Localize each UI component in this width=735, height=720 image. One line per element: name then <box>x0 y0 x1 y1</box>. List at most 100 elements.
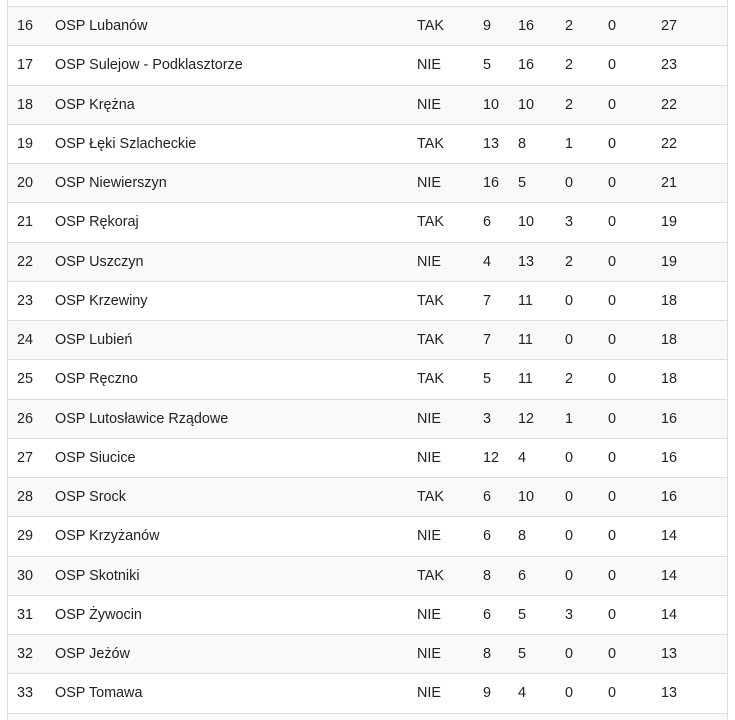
flag-cell: NIE <box>417 253 441 270</box>
value-cell: 11 <box>518 332 533 349</box>
name-cell: OSP Ręczno <box>55 371 138 388</box>
value-cell: 0 <box>608 135 617 152</box>
rank-cell: 30 <box>17 567 34 584</box>
flag-cell: NIE <box>417 57 441 74</box>
value-cell: 4 <box>518 449 527 466</box>
value-cell: 10 <box>518 214 535 231</box>
name-cell: OSP Krzewiny <box>55 292 148 309</box>
value-cell: 6 <box>483 214 492 231</box>
flag-cell: TAK <box>417 292 444 309</box>
value-cell: 6 <box>483 489 492 506</box>
value-cell: 0 <box>565 292 574 309</box>
table-row: 32 OSP Jeżów NIE 8 5 0 0 13 <box>8 634 727 674</box>
rank-cell: 23 <box>17 292 34 309</box>
value-cell: 13 <box>483 135 500 152</box>
name-cell: OSP Żywocin <box>55 606 142 623</box>
rank-cell: 22 <box>17 253 34 270</box>
value-cell: 16 <box>483 175 500 192</box>
value-cell: 2 <box>565 18 574 35</box>
name-cell: OSP Lubień <box>55 332 133 349</box>
total-cell: 21 <box>661 175 678 192</box>
value-cell: 5 <box>518 606 527 623</box>
value-cell: 0 <box>565 175 574 192</box>
value-cell: 0 <box>608 214 617 231</box>
value-cell: 7 <box>483 332 492 349</box>
value-cell: 8 <box>483 646 492 663</box>
value-cell: 12 <box>518 410 535 427</box>
name-cell: OSP Srock <box>55 489 126 506</box>
total-cell: 19 <box>661 253 678 270</box>
rank-cell: 20 <box>17 175 34 192</box>
name-cell: OSP Lutosławice Rządowe <box>55 410 229 427</box>
value-cell: 2 <box>565 253 574 270</box>
total-cell: 27 <box>661 18 678 35</box>
total-cell: 16 <box>661 489 678 506</box>
table-row: 25 OSP Ręczno TAK 5 11 2 0 18 <box>8 359 727 399</box>
total-cell: 18 <box>661 371 678 388</box>
value-cell: 0 <box>608 410 617 427</box>
total-cell: 13 <box>661 685 678 702</box>
rank-cell: 19 <box>17 135 34 152</box>
value-cell: 11 <box>518 292 533 309</box>
total-cell: 22 <box>661 135 678 152</box>
value-cell: 12 <box>483 449 500 466</box>
flag-cell: TAK <box>417 489 444 506</box>
value-cell: 0 <box>608 606 617 623</box>
table-row: 20 OSP Niewierszyn NIE 16 5 0 0 21 <box>8 163 727 203</box>
flag-cell: NIE <box>417 646 441 663</box>
rank-cell: 24 <box>17 332 34 349</box>
rank-cell: 26 <box>17 410 34 427</box>
flag-cell: TAK <box>417 371 444 388</box>
name-cell: OSP Tomawa <box>55 685 143 702</box>
value-cell: 6 <box>483 606 492 623</box>
table-row: 23 OSP Krzewiny TAK 7 11 0 0 18 <box>8 280 727 320</box>
value-cell: 0 <box>565 528 574 545</box>
value-cell: 0 <box>608 332 617 349</box>
value-cell: 8 <box>518 528 527 545</box>
value-cell: 0 <box>608 646 617 663</box>
total-cell: 14 <box>661 606 678 623</box>
table-row-partial <box>8 712 727 720</box>
rank-cell: 32 <box>17 646 34 663</box>
name-cell: OSP Lubanów <box>55 18 148 35</box>
value-cell: 0 <box>608 175 617 192</box>
name-cell: OSP Siucice <box>55 449 136 466</box>
total-cell: 14 <box>661 567 678 584</box>
flag-cell: TAK <box>417 567 444 584</box>
flag-cell: TAK <box>417 332 444 349</box>
flag-cell: TAK <box>417 214 444 231</box>
value-cell: 8 <box>518 135 527 152</box>
name-cell: OSP Krzyżanów <box>55 528 160 545</box>
total-cell: 14 <box>661 528 678 545</box>
value-cell: 0 <box>608 449 617 466</box>
value-cell: 3 <box>565 214 574 231</box>
name-cell: OSP Uszczyn <box>55 253 144 270</box>
table-row: 31 OSP Żywocin NIE 6 5 3 0 14 <box>8 594 727 634</box>
value-cell: 10 <box>518 489 535 506</box>
value-cell: 16 <box>518 57 535 74</box>
flag-cell: NIE <box>417 96 441 113</box>
value-cell: 0 <box>565 685 574 702</box>
table-row: 30 OSP Skotniki TAK 8 6 0 0 14 <box>8 555 727 595</box>
value-cell: 0 <box>608 96 617 113</box>
value-cell: 0 <box>565 489 574 506</box>
total-cell: 19 <box>661 214 678 231</box>
value-cell: 0 <box>608 489 617 506</box>
value-cell: 2 <box>565 371 574 388</box>
rank-cell: 16 <box>17 18 34 35</box>
rank-cell: 25 <box>17 371 34 388</box>
value-cell: 0 <box>608 567 617 584</box>
value-cell: 0 <box>608 685 617 702</box>
total-cell: 18 <box>661 292 678 309</box>
value-cell: 4 <box>483 253 492 270</box>
value-cell: 5 <box>483 371 492 388</box>
value-cell: 5 <box>518 175 527 192</box>
value-cell: 6 <box>518 567 527 584</box>
results-table: 16 OSP Lubanów TAK 9 16 2 0 27 17 OSP Su… <box>7 0 728 720</box>
table-row: 16 OSP Lubanów TAK 9 16 2 0 27 <box>8 6 727 46</box>
table-row: 33 OSP Tomawa NIE 9 4 0 0 13 <box>8 673 727 713</box>
table-row: 29 OSP Krzyżanów NIE 6 8 0 0 14 <box>8 516 727 556</box>
name-cell: OSP Skotniki <box>55 567 140 584</box>
name-cell: OSP Krężna <box>55 96 135 113</box>
value-cell: 0 <box>565 646 574 663</box>
